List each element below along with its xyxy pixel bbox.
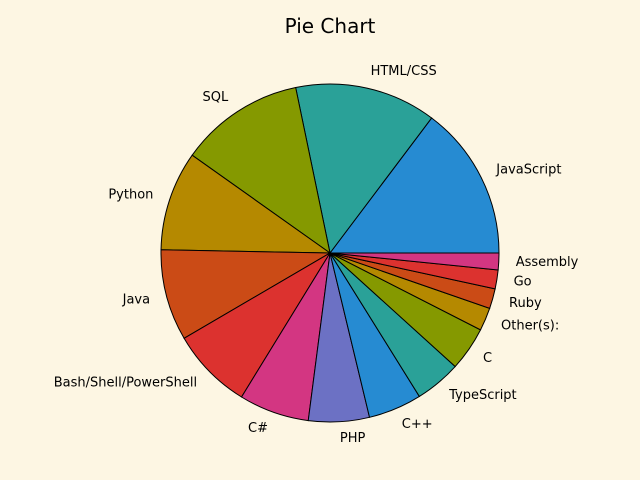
slice-label-php: PHP: [340, 431, 366, 446]
slice-label-javascript: JavaScript: [495, 163, 561, 178]
pie-slice-java: [160, 249, 332, 339]
slice-label-go: Go: [514, 275, 532, 290]
slice-label-typescript: TypeScript: [448, 388, 517, 403]
slice-label-python: Python: [108, 187, 153, 202]
pie-slices: [160, 83, 500, 423]
pie-slice-sql: [191, 86, 331, 255]
slice-label-sql: SQL: [202, 90, 228, 105]
slice-label-assembly: Assembly: [516, 255, 579, 270]
slice-label-bash-shell-powershell: Bash/Shell/PowerShell: [54, 376, 197, 391]
slice-label-c: C#: [248, 421, 268, 436]
pie-slice-html-css: [295, 83, 433, 255]
slice-label-other-s: Other(s):: [501, 318, 559, 333]
pie-slice-python: [160, 154, 332, 254]
chart-title: Pie Chart: [285, 14, 376, 38]
pie-labels: JavaScript HTML/CSS SQL Python Java Bash/Shel…: [54, 64, 579, 446]
pie-slice-javascript: [328, 117, 500, 254]
slice-label-c: C++: [402, 417, 433, 432]
slice-label-html-css: HTML/CSS: [371, 64, 437, 79]
slice-label-ruby: Ruby: [509, 296, 542, 311]
slice-label-java: Java: [122, 292, 150, 307]
slice-label-c: C: [483, 351, 492, 366]
pie-slice-assembly: [329, 252, 500, 271]
